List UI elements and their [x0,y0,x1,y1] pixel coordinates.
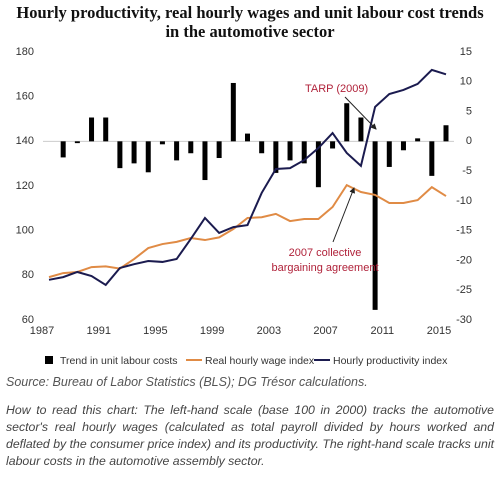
line [48,68,447,287]
bar [103,117,109,142]
bar [415,138,421,142]
line [48,183,447,279]
x-tick-label: 1991 [86,325,110,337]
y2-tick-label: -15 [456,225,472,237]
y2-tick-label: -20 [456,254,472,266]
bar [188,141,194,154]
y2-tick-label: -25 [456,284,472,296]
bar [344,103,350,142]
bar [358,117,364,142]
x-tick-label: 1995 [143,325,167,337]
bar [259,141,265,154]
legend-label: Hourly productivity index [333,355,448,367]
bar [245,133,250,142]
y-tick-label: 100 [16,225,34,237]
bar [315,141,321,188]
bar [60,141,66,158]
y2-tick-label: 5 [466,105,472,117]
bar [301,141,307,164]
y2-tick-label: -5 [462,165,472,177]
bar [443,125,449,142]
note: How to read this chart: The left-hand sc… [6,403,494,468]
bar [400,141,406,151]
x-tick-label: 2003 [257,325,281,337]
x-tick-label: 1999 [200,325,224,337]
y2-tick-label: 10 [460,76,472,88]
y2-tick-label: -10 [456,195,472,207]
y2-tick-label: 15 [460,46,472,58]
y2-tick-label: 0 [466,135,472,147]
bar [429,141,435,176]
bar [117,141,123,169]
bar [159,141,165,145]
bar [89,117,95,142]
y-tick-label: 60 [22,314,34,326]
y-tick-label: 180 [16,46,34,58]
bar [145,141,151,173]
annotation: bargaining agreement [271,262,378,274]
chart-title: Hourly productivity, real hourly wages a… [16,3,484,41]
annotation-arrow [344,96,377,130]
legend-label: Real hourly wage index [205,355,315,367]
x-tick-label: 1987 [30,325,54,337]
bar [287,141,293,161]
x-tick-label: 2011 [370,325,394,337]
bar [216,141,222,159]
chart: 60 80 100 120 140 160 180 -30 -25 -20 -15 -10 -5 0 5 10… [16,46,472,367]
bar [330,141,336,149]
bar [202,141,208,181]
bar [174,141,180,161]
y2-tick-label: -30 [456,314,472,326]
legend-label: Trend in unit labour costs [60,355,178,367]
bar [131,141,137,164]
x-tick-label: 2007 [313,325,337,337]
bar [74,141,80,144]
bar [273,141,279,173]
y-tick-label: 140 [16,135,34,147]
x-tick-label: 2015 [427,325,451,337]
legend-swatch [45,356,53,364]
bar [372,141,378,310]
bar [386,141,392,167]
annotation: TARP (2009) [305,83,368,95]
y-tick-label: 120 [16,180,34,192]
annotation-arrow [332,187,355,243]
bar [230,82,236,142]
y-tick-label: 80 [22,269,34,281]
y-tick-label: 160 [16,91,34,103]
source: Source: Bureau of Labor Statistics (BLS)… [6,375,368,389]
annotation: 2007 collective [289,247,362,259]
